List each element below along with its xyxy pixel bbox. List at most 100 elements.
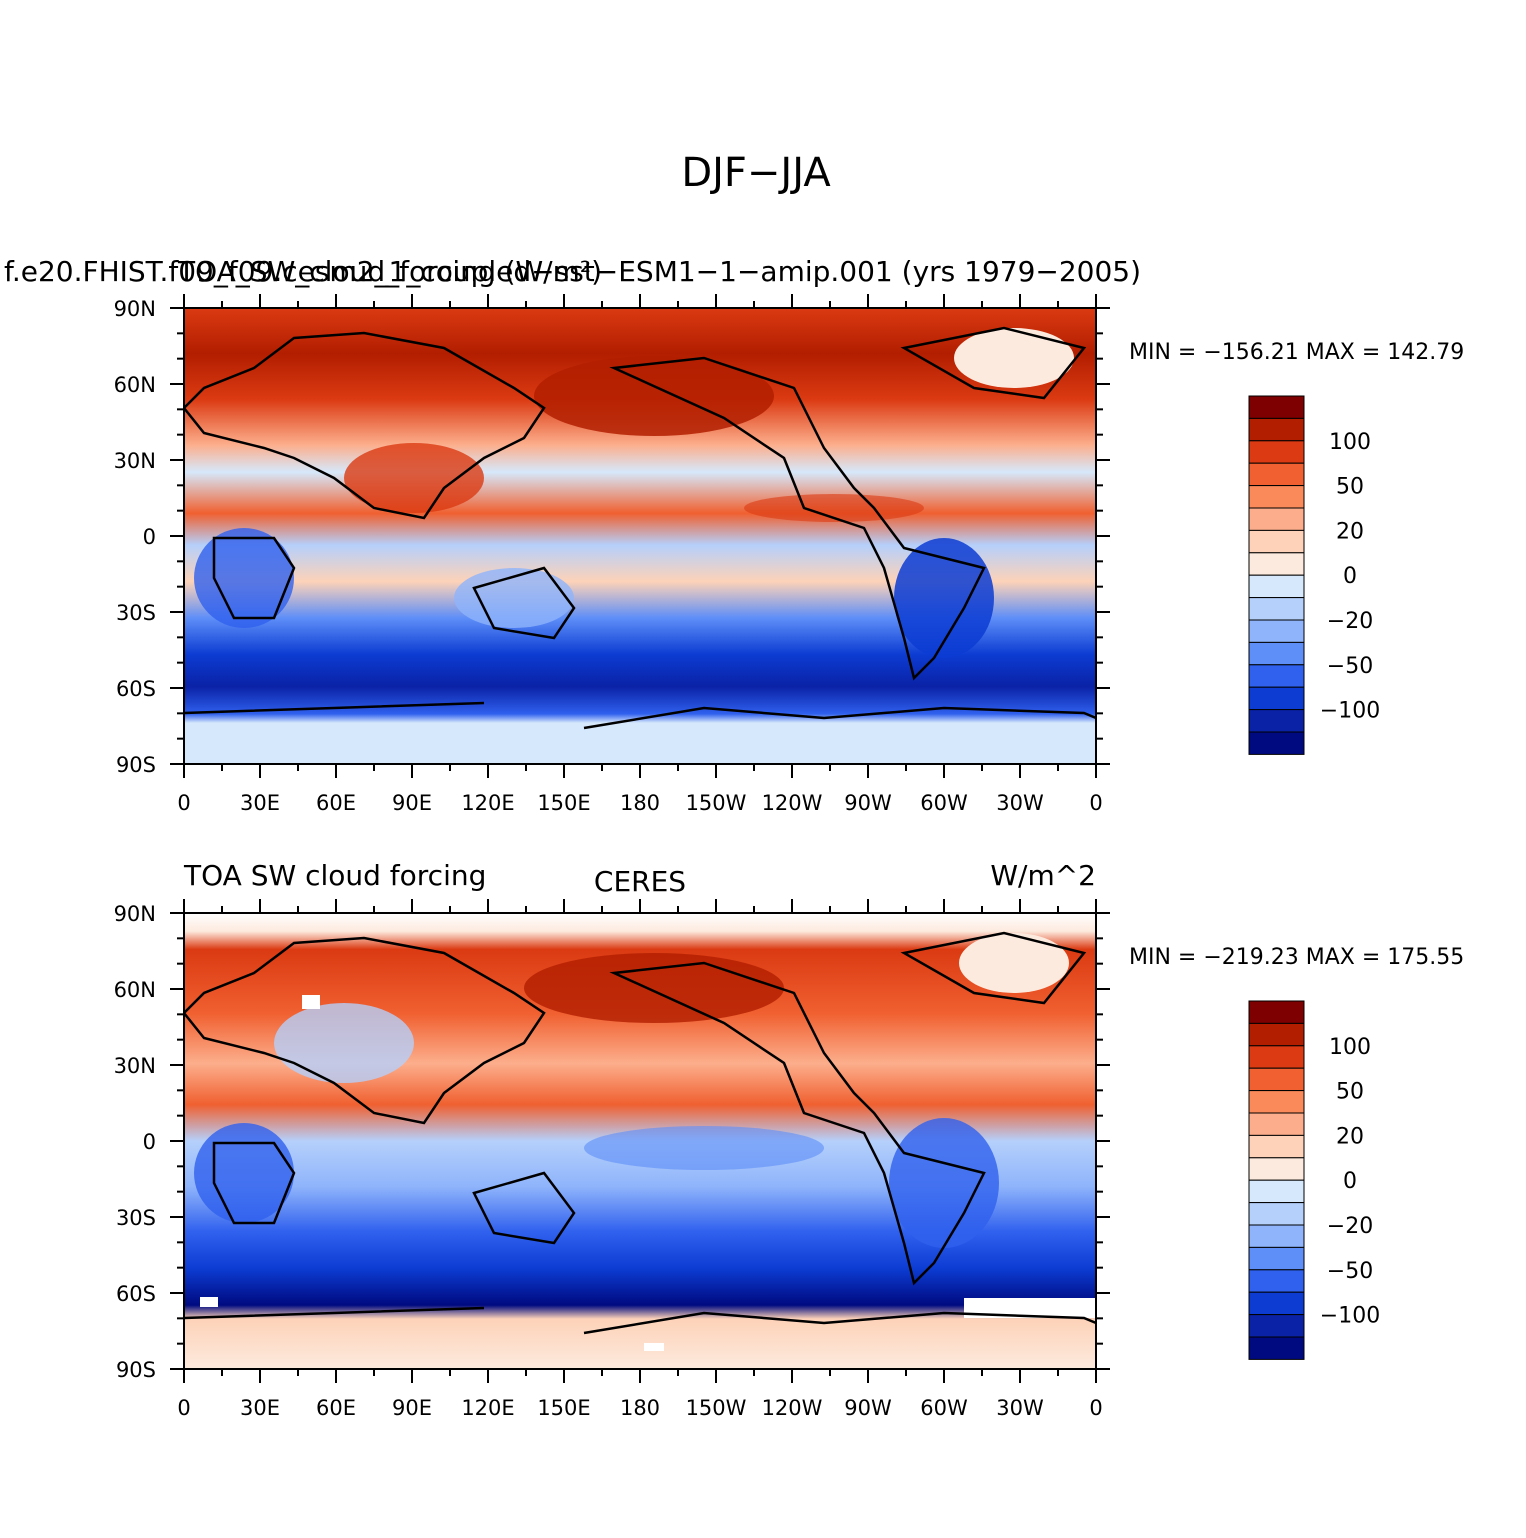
- y-tick-label: 30N: [114, 449, 156, 473]
- colorbar-swatch: [1248, 1112, 1305, 1136]
- colorbar-obs: 100 50 20 0 −20 −50 −100: [1248, 1000, 1380, 1360]
- colorbar-swatch: [1248, 1022, 1305, 1047]
- panel-header-center: CERES: [594, 865, 686, 898]
- figure-title: DJF−JJA: [681, 150, 831, 196]
- colorbar-swatch: [1248, 619, 1305, 643]
- y-tick-label: 0: [143, 525, 156, 549]
- colorbar-swatch: [1248, 664, 1305, 688]
- colorbar-swatch: [1248, 1314, 1305, 1338]
- field-patch: [954, 328, 1074, 388]
- colorbar-label: 50: [1336, 475, 1364, 500]
- x-tick-label: 90W: [844, 791, 892, 815]
- colorbar-swatch: [1248, 731, 1305, 755]
- colorbar-label: −20: [1327, 1214, 1373, 1239]
- y-tick-label: 60S: [116, 1282, 156, 1306]
- y-tick-label: 90N: [114, 297, 156, 321]
- x-tick-label: 30E: [240, 1396, 280, 1420]
- x-tick-label: 0: [1089, 791, 1102, 815]
- y-tick-label: 90N: [114, 902, 156, 926]
- colorbar-label: 0: [1343, 1169, 1357, 1194]
- x-tick-label: 180: [620, 791, 660, 815]
- y-tick-label: 30N: [114, 1054, 156, 1078]
- axis-ticks-model: [170, 294, 1110, 778]
- colorbar-swatch: [1248, 395, 1305, 419]
- x-tick-label: 120W: [762, 791, 823, 815]
- panel-header-left: f.e20.FHIST.f09_f09.cesm2_1_coupled−sst−…: [4, 255, 1141, 288]
- x-tick-label: 60E: [316, 1396, 356, 1420]
- colorbar-label: 100: [1329, 430, 1371, 455]
- x-tick-label: 60W: [920, 1396, 968, 1420]
- colorbar-swatch: [1248, 507, 1305, 531]
- field-patch: [274, 1003, 414, 1083]
- y-tick-label: 60S: [116, 677, 156, 701]
- colorbar-swatch: [1248, 485, 1305, 509]
- map-field: [184, 308, 1096, 764]
- colorbar-swatch: [1248, 686, 1305, 711]
- field-patch: [584, 1126, 824, 1170]
- field-patch: [524, 953, 784, 1023]
- stats-text: MIN = −156.21 MAX = 142.79: [1129, 340, 1464, 365]
- x-tick-label: 0: [1089, 1396, 1102, 1420]
- colorbar-swatch: [1248, 1045, 1305, 1069]
- field-patch: [889, 1118, 999, 1248]
- colorbar-label: 0: [1343, 564, 1357, 589]
- colorbar-model: 100 50 20 0 −20 −50 −100: [1248, 395, 1380, 755]
- colorbar-label: 20: [1336, 519, 1364, 544]
- field-patch: [454, 568, 574, 628]
- panel-obs: TOA SW cloud forcing CERES W/m^2: [114, 859, 1465, 1420]
- panel-header-overlay: TOA_SW_cloud_forcing (W/m²): [177, 255, 602, 288]
- panel-header-left: TOA SW cloud forcing: [183, 859, 486, 892]
- colorbar-label: −50: [1327, 654, 1373, 679]
- colorbar-swatch: [1248, 641, 1305, 666]
- axis-ticks-obs: [170, 899, 1110, 1383]
- colorbar-label: 20: [1336, 1124, 1364, 1149]
- colorbar-swatch: [1248, 574, 1305, 599]
- stats-text: MIN = −219.23 MAX = 175.55: [1129, 945, 1464, 970]
- missing-data: [964, 1298, 1096, 1318]
- colorbar-label: −20: [1327, 609, 1373, 634]
- x-tick-label: 90E: [392, 1396, 432, 1420]
- field-patch: [894, 538, 994, 658]
- coastlines: [184, 326, 1096, 730]
- colorbar-swatch: [1248, 529, 1305, 554]
- x-tick-label: 120W: [762, 1396, 823, 1420]
- colorbar-swatch: [1248, 1269, 1305, 1293]
- map-field: [184, 913, 1096, 1369]
- colorbar-swatch: [1248, 552, 1305, 576]
- field-patch: [534, 356, 774, 436]
- panel-header-right: W/m^2: [990, 859, 1096, 892]
- y-tick-label: 90S: [116, 1358, 156, 1382]
- x-tick-label: 30W: [996, 791, 1044, 815]
- x-tick-label: 120E: [461, 1396, 514, 1420]
- colorbar-label: 100: [1329, 1035, 1371, 1060]
- y-tick-label: 30S: [116, 601, 156, 625]
- panel-model: f.e20.FHIST.f09_f09.cesm2_1_coupled−sst−…: [4, 255, 1464, 815]
- x-tick-label: 150W: [686, 1396, 747, 1420]
- coastlines: [184, 931, 1096, 1335]
- x-tick-label: 30E: [240, 791, 280, 815]
- colorbar-swatch: [1248, 1246, 1305, 1271]
- y-tick-label: 0: [143, 1130, 156, 1154]
- x-tick-label: 60E: [316, 791, 356, 815]
- missing-data: [644, 1343, 664, 1351]
- x-tick-label: 90W: [844, 1396, 892, 1420]
- colorbar-swatch: [1248, 1224, 1305, 1248]
- colorbar-label: −100: [1320, 699, 1380, 724]
- x-tick-label: 0: [177, 791, 190, 815]
- field-patch: [194, 528, 294, 628]
- colorbar-swatch: [1248, 462, 1305, 487]
- y-tick-label: 30S: [116, 1206, 156, 1230]
- y-tick-label: 90S: [116, 753, 156, 777]
- colorbar-swatch: [1248, 1157, 1305, 1181]
- axis-labels-model: 0 30E 60E 90E 120E 150E 180 150W 120W 90W 60W 30W 09…: [114, 297, 1103, 815]
- x-tick-label: 150E: [537, 791, 590, 815]
- colorbar-swatch: [1248, 597, 1305, 621]
- axis-labels-obs: 0 30E 60E 90E 120E 150E 180 150W 120W 90W 60W 30W 09…: [114, 902, 1103, 1420]
- colorbar-swatch: [1248, 1179, 1305, 1204]
- x-tick-label: 90E: [392, 791, 432, 815]
- colorbar-swatch: [1248, 440, 1305, 464]
- x-tick-label: 120E: [461, 791, 514, 815]
- colorbar-swatch: [1248, 1336, 1305, 1360]
- x-tick-label: 180: [620, 1396, 660, 1420]
